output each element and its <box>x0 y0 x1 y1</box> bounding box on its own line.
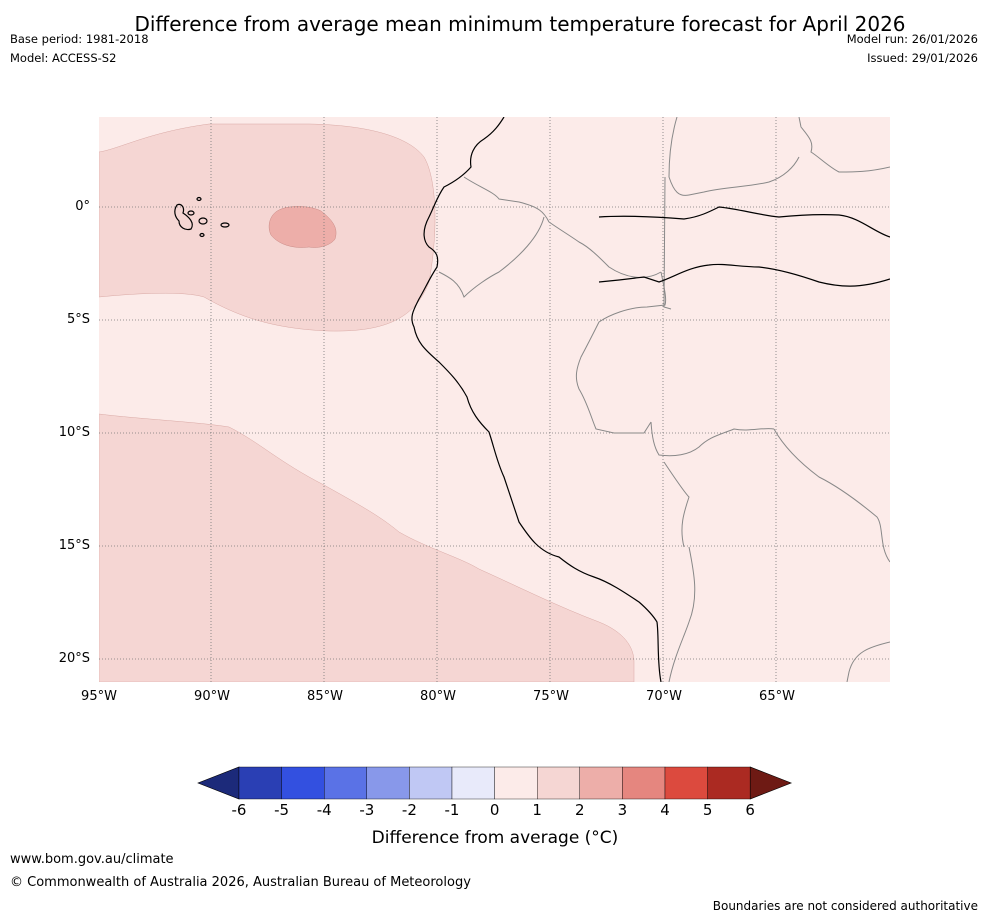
forecast-map <box>99 117 890 682</box>
lon-label-80w: 80°W <box>420 689 456 704</box>
meta-right: Model run: 26/01/2026 Issued: 29/01/2026 <box>847 30 978 68</box>
anomaly-1-2-region-north <box>99 123 436 332</box>
anomaly-1-2-region-south <box>99 413 635 682</box>
copyright-text: © Commonwealth of Australia 2026, Austra… <box>10 875 471 890</box>
cb-tick-neg6: -6 <box>231 801 247 819</box>
cb-tick-6: 6 <box>745 801 755 819</box>
model-name: Model: ACCESS-S2 <box>10 51 117 65</box>
colorbar-arrow-low <box>197 766 240 800</box>
cb-tick-5: 5 <box>702 801 713 819</box>
cb-tick-neg1: -1 <box>444 801 460 819</box>
colorbar-segment <box>622 766 666 800</box>
model-run: Model run: 26/01/2026 <box>846 32 978 46</box>
colorbar-segment <box>451 766 495 800</box>
colorbar-segment <box>238 766 282 800</box>
cb-tick-0: 0 <box>489 801 500 819</box>
colorbar-segment <box>579 766 623 800</box>
cb-tick-2: 2 <box>575 801 585 819</box>
lon-label-90w: 90°W <box>194 689 230 704</box>
lon-label-95w: 95°W <box>81 689 117 704</box>
colorbar-segment <box>409 766 453 800</box>
country-borders <box>438 117 890 682</box>
cb-tick-neg5: -5 <box>274 801 290 819</box>
lat-label-5s: 5°S <box>66 312 90 327</box>
colorbar-segment <box>366 766 410 800</box>
cb-tick-neg3: -3 <box>359 801 375 819</box>
colorbar-segment <box>664 766 708 800</box>
cb-tick-4: 4 <box>660 801 670 819</box>
website-link[interactable]: www.bom.gov.au/climate <box>10 852 174 867</box>
colorbar-arrow-high <box>749 766 793 800</box>
colorbar-segment <box>537 766 581 800</box>
gridlines <box>99 117 890 682</box>
lat-label-10s: 10°S <box>58 425 90 440</box>
lon-label-65w: 65°W <box>759 689 795 704</box>
cb-tick-3: 3 <box>617 801 628 819</box>
lon-label-70w: 70°W <box>646 689 682 704</box>
boundaries-note: Boundaries are not considered authoritat… <box>712 899 978 913</box>
lat-label-0: 0° <box>75 199 90 214</box>
meta-left: Base period: 1981-2018 Model: ACCESS-S2 <box>10 30 149 68</box>
lon-label-75w: 75°W <box>533 689 569 704</box>
colorbar-segment <box>281 766 325 800</box>
chart-title: Difference from average mean minimum tem… <box>134 12 906 36</box>
colorbar-segment <box>323 766 367 800</box>
cb-tick-1: 1 <box>532 801 542 819</box>
cb-tick-neg2: -2 <box>401 801 417 819</box>
colorbar-segment <box>494 766 538 800</box>
lat-label-20s: 20°S <box>58 651 90 666</box>
coastline <box>411 117 890 682</box>
cb-tick-neg4: -4 <box>316 801 332 819</box>
colorbar <box>197 766 793 800</box>
issued-date: Issued: 29/01/2026 <box>867 51 978 65</box>
lat-label-15s: 15°S <box>58 538 90 553</box>
base-period: Base period: 1981-2018 <box>10 32 149 46</box>
colorbar-title: Difference from average (°C) <box>371 828 619 848</box>
colorbar-segment <box>707 766 751 800</box>
galapagos-islands <box>174 196 230 238</box>
lon-label-85w: 85°W <box>307 689 343 704</box>
